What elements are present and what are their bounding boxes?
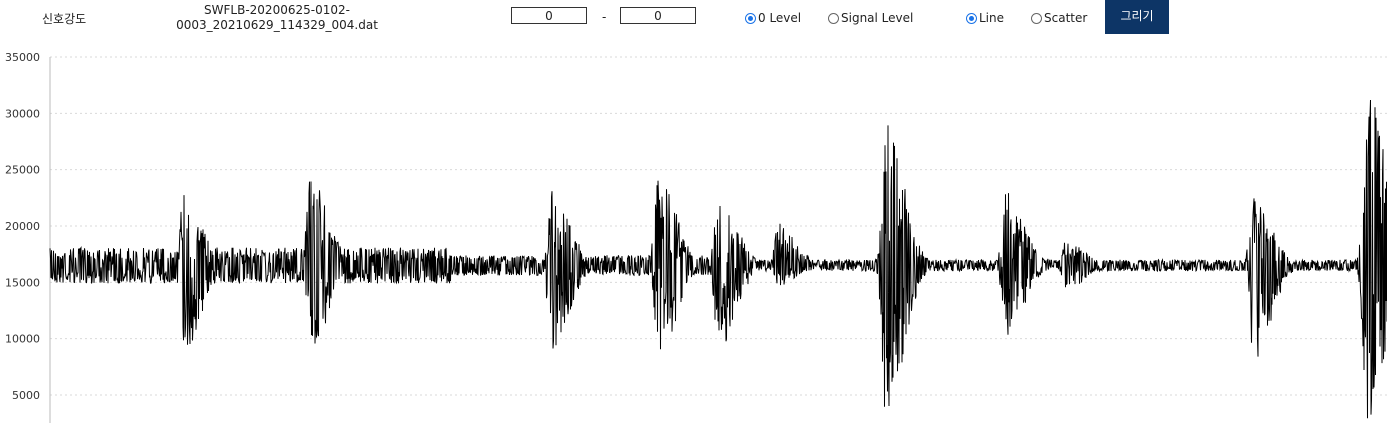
- chart-grid: [50, 56, 1387, 396]
- file-name-line-1: SWFLB-20200625-0102-: [204, 3, 350, 17]
- y-tick-label: 30000: [5, 107, 40, 120]
- signal-level-radio-label: Signal Level: [841, 11, 914, 25]
- zero-level-radio-label: 0 Level: [758, 11, 802, 25]
- file-name-line-2: 0003_20210629_114329_004.dat: [176, 18, 378, 32]
- draw-button[interactable]: 그리기: [1105, 0, 1169, 34]
- zero-level-radio-dot[interactable]: [745, 12, 756, 24]
- scatter-mode-radio-dot[interactable]: [1031, 12, 1042, 24]
- line-mode-radio-label: Line: [979, 11, 1005, 25]
- y-tick-label: 25000: [5, 164, 40, 177]
- range-to-input[interactable]: [620, 7, 696, 24]
- line-mode-radio-dot[interactable]: [966, 12, 977, 24]
- y-tick-label: 15000: [5, 276, 40, 289]
- y-tick-label: 5000: [12, 389, 40, 402]
- signal-level-radio[interactable]: Signal Level: [828, 11, 913, 25]
- signal-level-radio-dot[interactable]: [828, 12, 839, 24]
- range-from-input[interactable]: [511, 7, 587, 24]
- signal-line: [49, 99, 1387, 419]
- y-tick-label: 35000: [5, 51, 40, 64]
- scatter-mode-radio[interactable]: Scatter: [1031, 11, 1087, 25]
- file-name: SWFLB-20200625-0102- 0003_20210629_11432…: [172, 3, 382, 33]
- signal-strength-label: 신호강도: [42, 12, 87, 26]
- y-tick-label: 20000: [5, 220, 40, 233]
- line-mode-radio[interactable]: Line: [966, 11, 1004, 25]
- scatter-mode-radio-label: Scatter: [1044, 11, 1088, 25]
- y-axis: 35000 30000 25000 20000 15000 10000 5000: [5, 51, 51, 423]
- range-separator: -: [602, 10, 607, 24]
- y-tick-label: 10000: [5, 333, 40, 346]
- zero-level-radio[interactable]: 0 Level: [745, 11, 801, 25]
